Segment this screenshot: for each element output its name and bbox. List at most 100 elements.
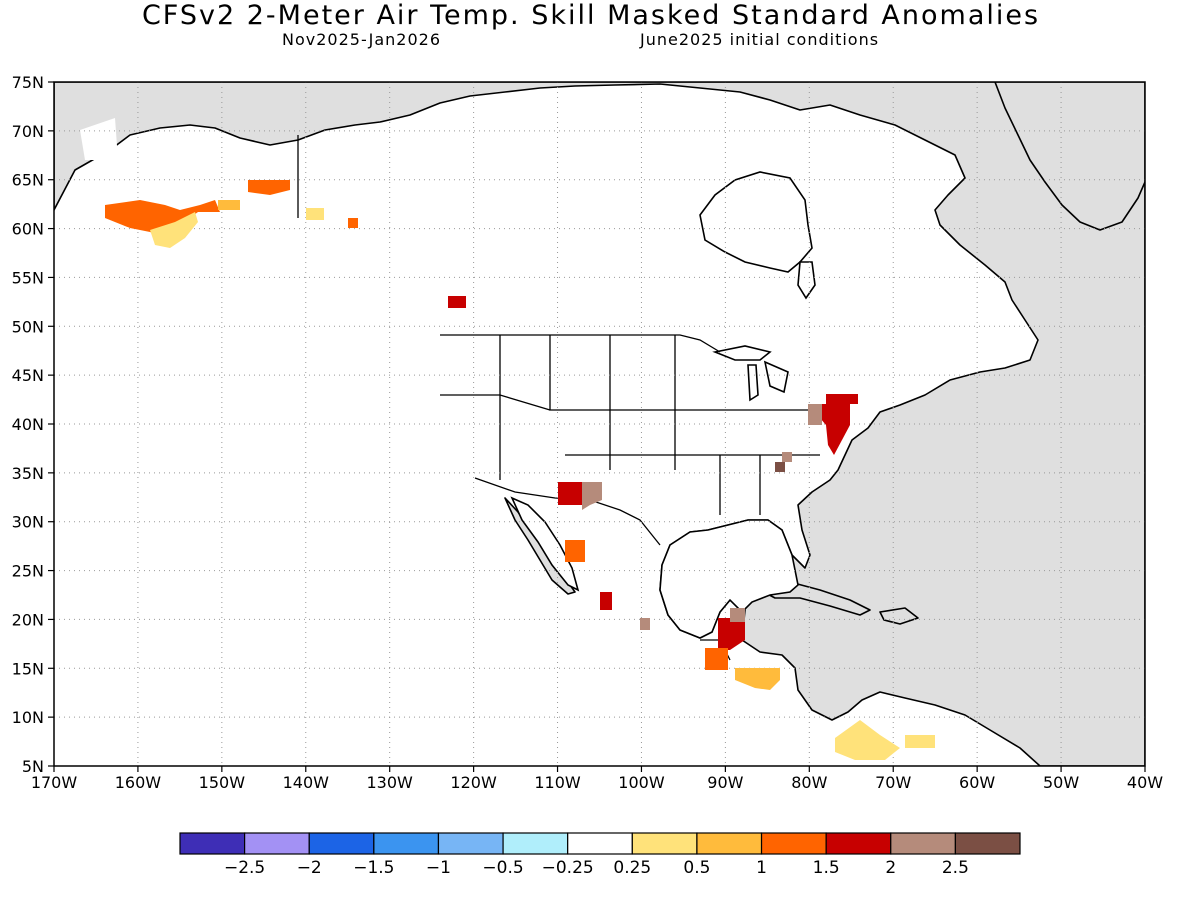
colorbar-swatch [696,832,763,855]
lon-label: 70W [875,773,911,792]
axis-ticks [48,81,1146,772]
colorbar-swatch [308,832,375,855]
lat-label: 50N [12,317,44,336]
lat-label: 75N [12,73,44,92]
greenland [994,82,1145,231]
anomaly-yukon [306,208,324,220]
colorbar-swatch [760,832,827,855]
lon-label: 130W [367,773,414,792]
colorbar-label: −1.5 [353,858,394,878]
lake-superior [712,345,772,361]
lon-label: 80W [791,773,827,792]
hispaniola [879,607,919,625]
north-america-land [54,82,1145,766]
lon-label: 150W [199,773,246,792]
lon-label: 140W [283,773,330,792]
lake-michigan [747,364,759,402]
colorbar-label: 0.5 [683,858,710,878]
colorbar-label: −2.5 [224,858,265,878]
hudson-bay [699,171,813,273]
longitude-labels: 170W 160W 150W 140W 130W 120W 110W 100W 90W 80W 70… [31,773,1163,792]
initial-conditions: June2025 initial conditions [640,30,880,49]
lon-label: 110W [534,773,581,792]
forecast-period: Nov2025-Jan2026 [282,30,441,49]
lat-label: 15N [12,659,44,678]
colorbar-label: 0.25 [613,858,651,878]
anomaly-appalachia-2 [775,462,785,472]
lon-label: 90W [707,773,743,792]
lon-label: 60W [959,773,995,792]
anomaly-pennsylvania-brown [808,404,822,425]
colorbar-label: −0.25 [542,858,594,878]
colorbar-label: 2.5 [942,858,969,878]
colorbar-label: 1 [756,858,767,878]
lon-label: 100W [618,773,665,792]
colorbar-swatch [567,832,633,855]
lon-label: 160W [115,773,162,792]
anomaly-honduras [735,668,780,690]
colorbar-swatch [631,832,698,855]
map-title: CFSv2 2-Meter Air Temp. Skill Masked Sta… [141,0,1041,31]
lon-label: 40W [1127,773,1163,792]
lat-label: 25N [12,562,44,581]
lat-label: 35N [12,464,44,483]
anomaly-british-columbia [448,296,466,308]
colorbar-swatch [890,832,956,855]
lat-label: 30N [12,513,44,532]
colorbar-swatch [373,832,440,855]
colorbar-label: 1.5 [813,858,840,878]
state-line-c [609,335,676,470]
gulf-of-mexico [659,519,799,639]
anomaly-southwest-alaska-yellow [150,212,198,248]
lon-label: 120W [450,773,497,792]
colorbar-swatch [825,832,892,855]
colorbar-swatch [502,832,569,855]
anomaly-southwest-alaska [105,200,220,238]
colorbar-label: −0.5 [482,858,523,878]
lat-label: 60N [12,220,44,239]
lat-label: 40N [12,415,44,434]
lat-label: 65N [12,171,44,190]
unmasked-alaska-north [80,118,118,160]
unmasked-mexico-pacific [575,600,605,625]
colorbar [179,832,1021,855]
colorbar-swatch [954,832,1021,855]
anomaly-colombia [835,720,900,760]
anomaly-central-mexico [600,592,612,610]
colorbar-swatch [179,832,246,855]
lat-label: 70N [12,122,44,141]
lat-label: 5N [22,757,44,776]
colorbar-swatch [437,832,504,855]
gulf-of-california [510,496,580,592]
inland-water [510,171,816,639]
latitude-labels: 75N 70N 65N 60N 55N 50N 45N 40N 35N 30N 25N 20N 15N 1… [12,73,44,776]
lon-label: 170W [31,773,78,792]
us-canada-border [440,334,721,353]
lat-label: 55N [12,268,44,287]
anomaly-venezuela [905,735,935,748]
anomaly-new-york [826,394,858,404]
anomaly-interior-alaska [248,180,290,195]
lake-huron [763,360,789,394]
state-line-e [674,335,720,411]
grid-lines [54,82,1145,766]
unmasked-yukon [270,185,302,225]
anomaly-interior-alaska-2 [218,200,240,210]
colorbar-labels: −2.5 −2 −1.5 −1 −0.5 −0.25 0.25 0.5 1 1.5 2 2.5 [224,858,969,878]
lat-label: 45N [12,366,44,385]
colorbar-swatch [244,832,310,855]
colorbar-label: −2 [297,858,322,878]
state-line-b [549,335,611,470]
map-plot-area [54,82,1145,766]
colorbar-label: 2 [885,858,896,878]
lon-label: 50W [1043,773,1079,792]
unmasked-land [80,118,605,625]
anomaly-patches [105,180,935,760]
lat-label: 20N [12,610,44,629]
anomaly-appalachia [782,452,792,462]
anomaly-yucatan [718,618,745,650]
james-bay [797,261,816,300]
anomaly-pennsylvania-new-jersey [820,404,850,455]
anomaly-central-mexico-2 [640,618,650,630]
